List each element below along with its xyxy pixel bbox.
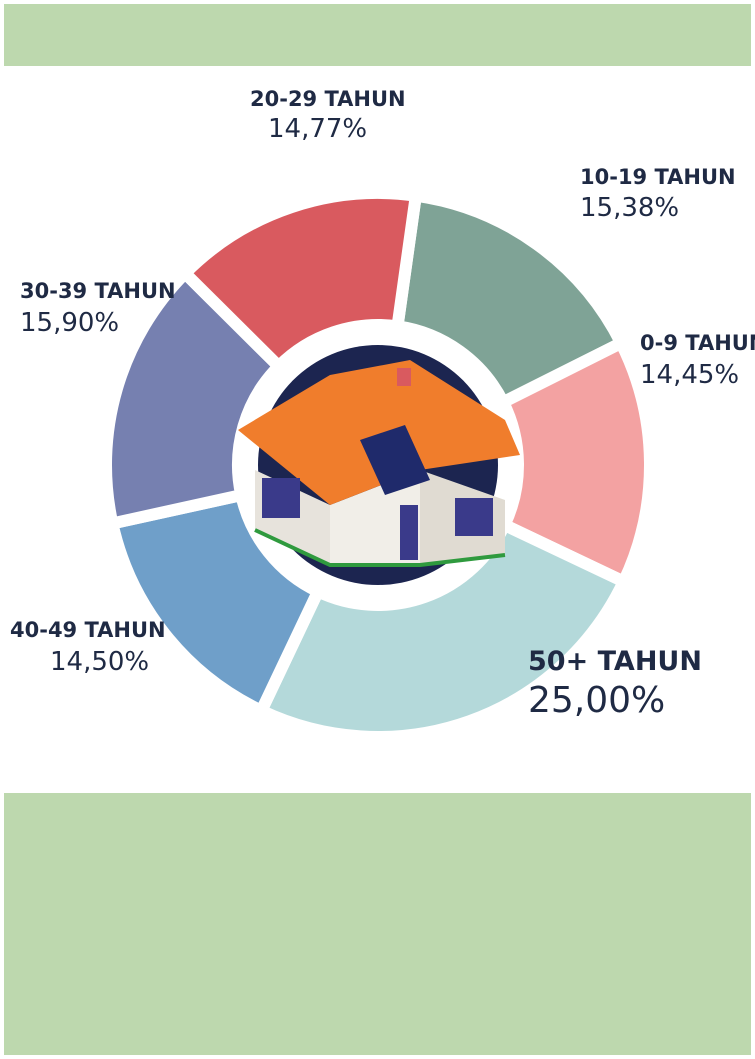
category-label: 40-49 TAHUN: [10, 618, 166, 642]
top-banner: [4, 4, 751, 66]
slice: [105, 487, 326, 719]
value-label: 14,77%: [268, 114, 367, 144]
slice: [176, 187, 423, 375]
category-label: 10-19 TAHUN: [580, 165, 736, 189]
slice-label: 40-49 TAHUN 14,50%: [10, 618, 166, 677]
category-label: 20-29 TAHUN: [250, 87, 406, 111]
labels: 10-19 TAHUN 15,38% 0-9 TAHUN 14,45% 50+ TAHU…: [10, 87, 755, 721]
category-label: 50+ TAHUN: [528, 646, 702, 677]
donut: [100, 187, 656, 743]
slice-label: 20-29 TAHUN 14,77%: [250, 87, 406, 144]
slice: [495, 335, 656, 590]
slice: [253, 517, 632, 743]
category-label: 0-9 TAHUN: [640, 331, 755, 355]
value-label: 15,38%: [580, 193, 679, 223]
value-label: 25,00%: [528, 680, 665, 721]
category-label: 30-39 TAHUN: [20, 279, 176, 303]
slice: [100, 264, 288, 531]
value-label: 14,50%: [50, 647, 149, 677]
slice-label: 10-19 TAHUN 15,38%: [580, 165, 736, 223]
slice-label: 0-9 TAHUN 14,45%: [640, 331, 755, 390]
house-illustration: [238, 345, 520, 585]
value-label: 15,90%: [20, 308, 119, 338]
slice-label: 30-39 TAHUN 15,90%: [20, 279, 176, 338]
slice: [390, 188, 630, 411]
bottom-panel: [4, 793, 751, 1055]
value-label: 14,45%: [640, 360, 739, 390]
